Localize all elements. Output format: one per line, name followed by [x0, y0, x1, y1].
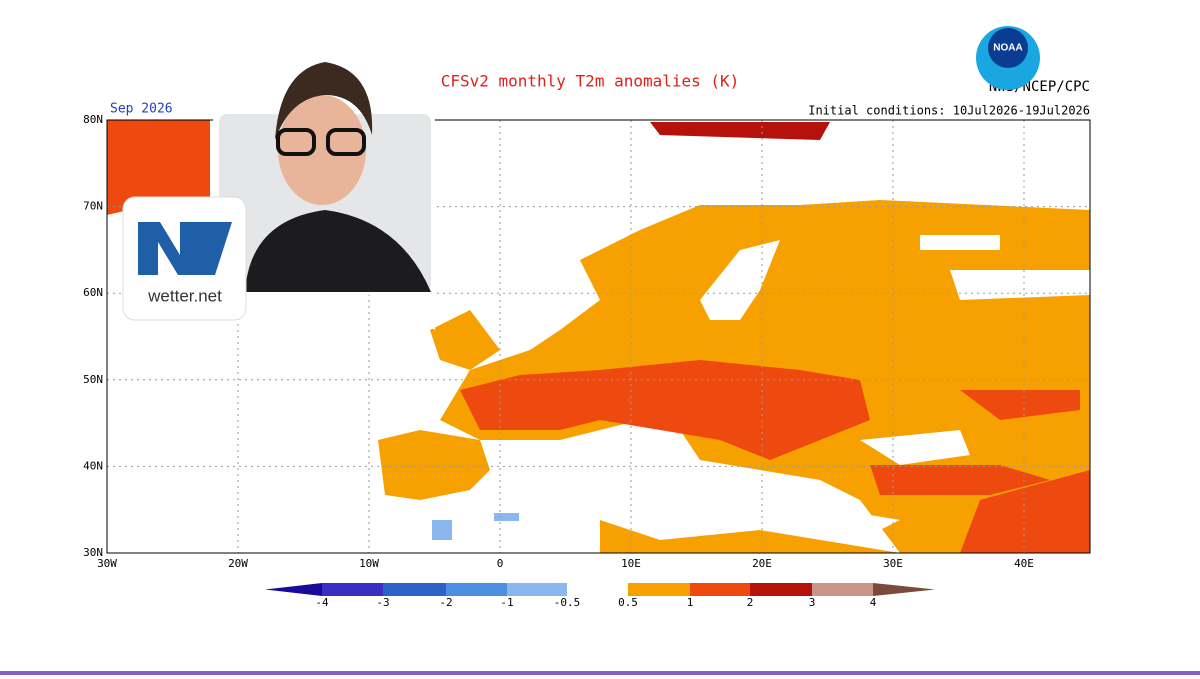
colorbar-label: -2 [439, 596, 452, 609]
colorbar-label: 0.5 [618, 596, 638, 609]
lon-label: 20E [752, 557, 772, 570]
lat-label: 30N [83, 546, 103, 559]
colorbar-segment [507, 583, 567, 596]
anomaly-area [600, 520, 900, 553]
sea [700, 240, 780, 320]
anomaly-area [432, 520, 452, 540]
map-border [106, 119, 1091, 554]
anomaly-area [430, 310, 500, 370]
period: Sep 2026 [110, 102, 173, 117]
lon-label: 10W [359, 557, 379, 570]
photo-body [245, 210, 431, 292]
colorbar-segment [322, 583, 383, 596]
lon-label: 20W [228, 557, 248, 570]
colorbar-label: 2 [747, 596, 754, 609]
colorbar-label: -4 [315, 596, 329, 609]
anomaly-area [107, 120, 210, 215]
colorbar-arrow [265, 583, 322, 596]
anomaly-area [460, 360, 870, 460]
anomaly-area [650, 122, 830, 140]
neutral-area [950, 270, 1090, 300]
colorbar-segment [750, 583, 812, 596]
neutral-area [920, 235, 1000, 250]
anomaly-area [870, 465, 1050, 495]
speaker-badge: wetter.net [122, 62, 435, 330]
photo-hair [275, 62, 373, 140]
colorbar-segment [383, 583, 446, 596]
noaa-logo: NOAA [976, 26, 1040, 90]
lat-label: 50N [83, 373, 103, 386]
colorbar-segment [567, 583, 628, 596]
photo-glasses [276, 128, 316, 156]
logo-text: NOAA [993, 43, 1022, 54]
lat-label: 60N [83, 286, 103, 299]
sea [500, 450, 900, 540]
colorbar-segment [812, 583, 873, 596]
anomaly-area [960, 390, 1080, 420]
photo-face [278, 95, 366, 205]
colorbar-label: -1 [500, 596, 513, 609]
colorbar-arrow [873, 583, 935, 596]
logo-inner [988, 28, 1028, 68]
photo-glasses [326, 128, 366, 156]
lat-label: 40N [83, 459, 103, 472]
brand-name: wetter.net [147, 286, 222, 305]
colorbar-label: 4 [870, 596, 877, 609]
lon-label: 30W [97, 557, 117, 570]
colorbar-segment [628, 583, 690, 596]
sea [860, 430, 970, 465]
lat-label: 70N [83, 200, 103, 213]
colorbar-label: -0.5 [554, 596, 581, 609]
lon-label: 40E [1014, 557, 1034, 570]
lon-label: 30E [883, 557, 903, 570]
bottom-bar [0, 671, 1200, 675]
colorbar-label: -3 [376, 596, 389, 609]
anomaly-area [960, 470, 1090, 553]
map-title: CFSv2 monthly T2m anomalies (K) [441, 72, 740, 91]
initial-conditions: Initial conditions: 10Jul2026-19Jul2026 [808, 104, 1090, 118]
lon-label: 10E [621, 557, 641, 570]
colorbar-segment [690, 583, 750, 596]
colorbar: -4 -3 -2 -1 -0.5 0.5 1 2 3 4 [265, 583, 935, 609]
colorbar-segment [446, 583, 507, 596]
anomaly-area [494, 513, 519, 521]
colorbar-label: 3 [809, 596, 816, 609]
lon-label: 0 [497, 557, 504, 570]
lat-label: 80N [83, 113, 103, 126]
brand-mark [138, 222, 200, 275]
anomaly-area [378, 430, 490, 500]
brand-mark [200, 222, 232, 275]
colorbar-label: 1 [687, 596, 694, 609]
map [106, 119, 1091, 554]
